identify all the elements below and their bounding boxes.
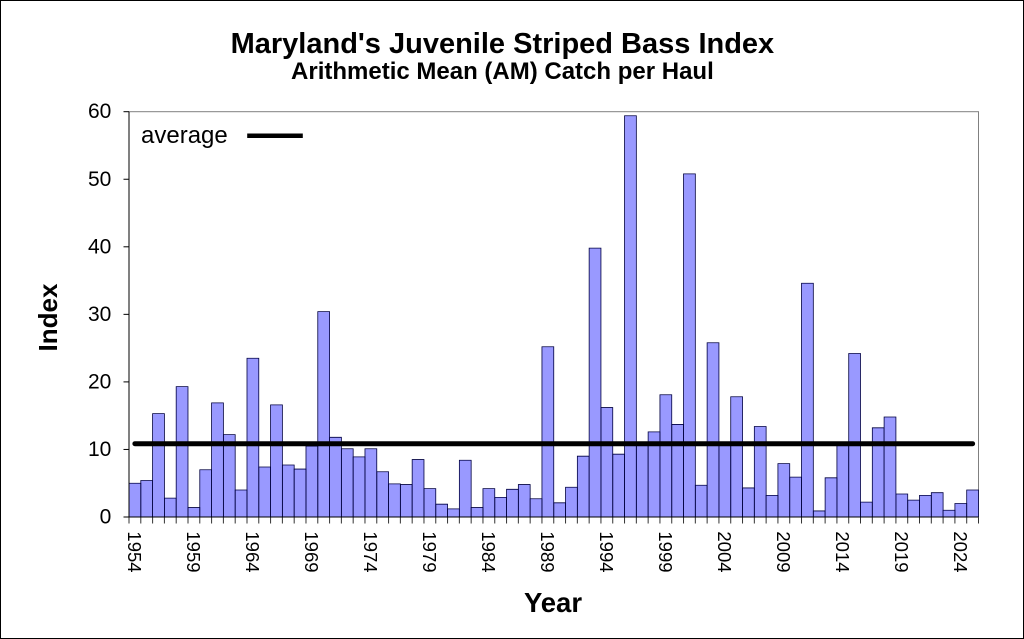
svg-text:1999: 1999 (655, 531, 676, 572)
svg-text:1974: 1974 (360, 531, 381, 572)
svg-text:Arithmetic Mean (AM) Catch per: Arithmetic Mean (AM) Catch per Haul (291, 58, 714, 85)
svg-text:1994: 1994 (596, 531, 617, 572)
svg-text:2024: 2024 (950, 531, 971, 572)
svg-text:60: 60 (88, 100, 111, 123)
svg-text:1959: 1959 (183, 531, 204, 572)
svg-text:10: 10 (88, 438, 111, 461)
svg-text:average: average (141, 122, 228, 149)
svg-text:2014: 2014 (832, 531, 853, 572)
svg-text:1964: 1964 (242, 531, 263, 572)
svg-text:50: 50 (88, 168, 111, 191)
svg-text:30: 30 (88, 303, 111, 326)
svg-text:2004: 2004 (714, 531, 735, 572)
svg-text:1954: 1954 (124, 531, 145, 572)
svg-text:1984: 1984 (478, 531, 499, 572)
svg-text:Index: Index (33, 283, 63, 351)
svg-text:1989: 1989 (537, 531, 558, 572)
svg-text:2009: 2009 (773, 531, 794, 572)
svg-text:20: 20 (88, 370, 111, 393)
svg-text:1979: 1979 (419, 531, 440, 572)
svg-text:1969: 1969 (301, 531, 322, 572)
svg-text:Year: Year (524, 587, 582, 618)
svg-text:2019: 2019 (891, 531, 912, 572)
svg-text:0: 0 (100, 506, 112, 529)
svg-text:Maryland's Juvenile Striped Ba: Maryland's Juvenile Striped Bass Index (231, 28, 775, 60)
svg-text:40: 40 (88, 235, 111, 258)
